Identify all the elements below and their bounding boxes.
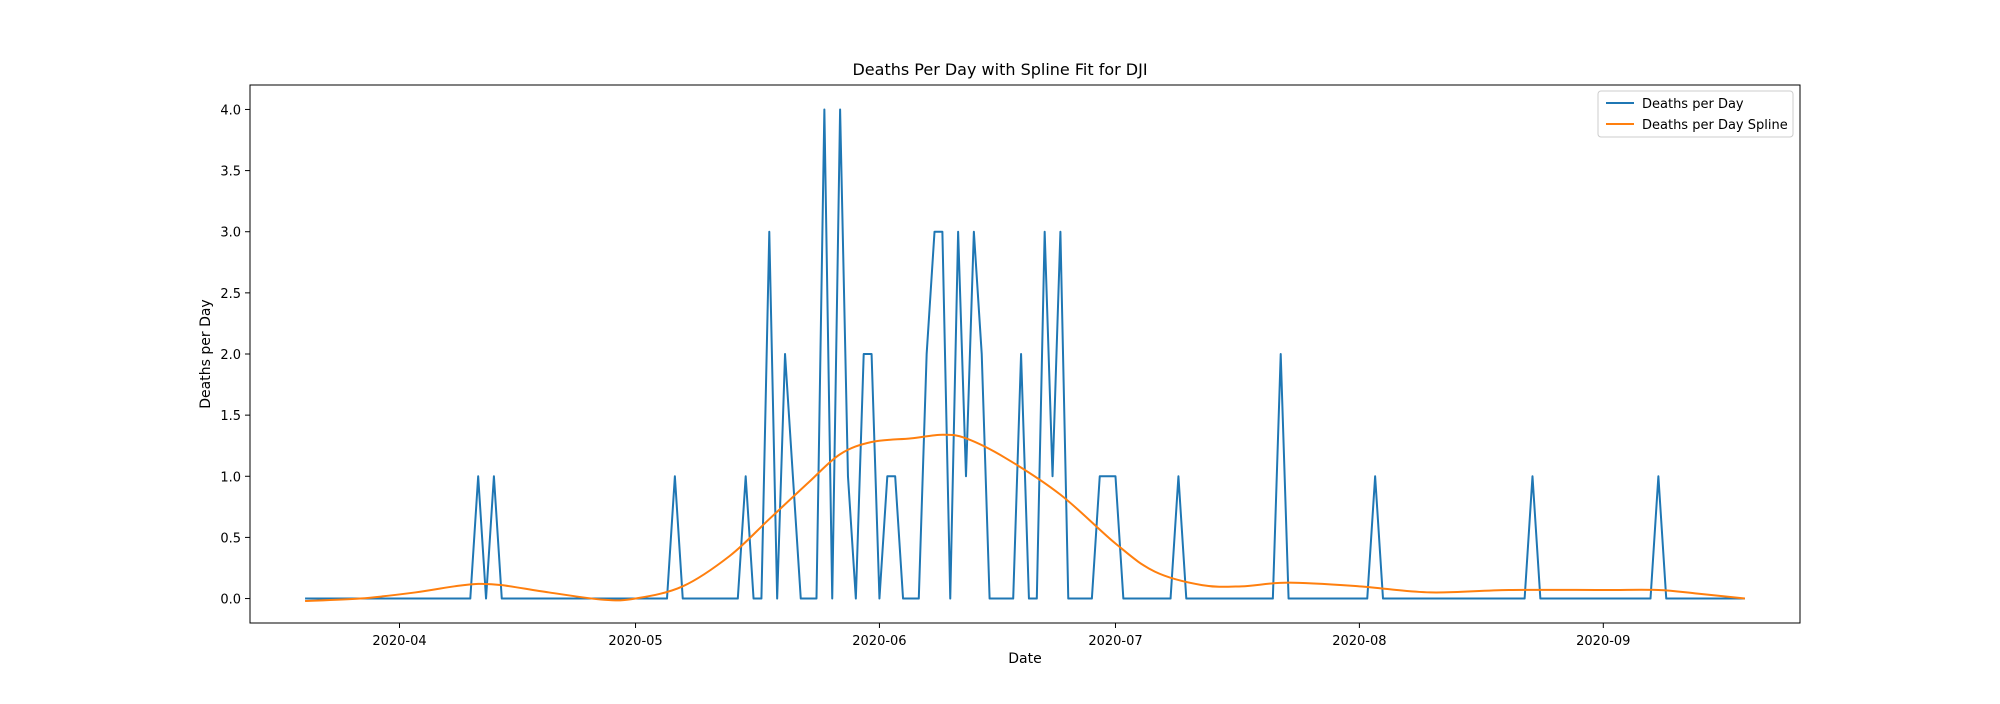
y-tick-label: 3.5 [220,165,241,180]
y-axis: 0.0 0.5 1.0 1.5 2.0 2.5 3.0 3.5 4.0 [220,103,250,608]
y-tick-label: 3.0 [220,226,241,241]
plot-area [249,84,1801,624]
x-tick-label: 2020-09 [1576,634,1630,649]
y-axis-label: Deaths per Day [198,299,214,408]
legend-label-0: Deaths per Day [1642,97,1744,112]
x-tick-label: 2020-07 [1088,634,1142,649]
x-tick-label: 2020-05 [608,634,662,649]
y-tick-label: 0.5 [220,531,241,546]
x-axis: 2020-04 2020-05 2020-06 2020-07 2020-08 2020-… [372,623,1630,649]
series-line-0 [305,108,1745,600]
chart-title: Deaths Per Day with Spline Fit for DJI [852,60,1147,79]
y-tick-label: 2.0 [220,348,241,363]
y-tick-label: 2.5 [220,287,241,302]
y-tick-label: 1.0 [220,470,241,485]
y-tick-label: 1.5 [220,409,241,424]
x-axis-label: Date [1008,651,1041,667]
series-layer [305,108,1746,602]
series-line-1 [305,433,1746,602]
legend: Deaths per Day Deaths per Day Spline [1597,90,1794,138]
x-tick-label: 2020-04 [372,634,426,649]
x-tick-label: 2020-08 [1332,634,1386,649]
y-tick-label: 0.0 [220,593,241,608]
x-tick-label: 2020-06 [852,634,906,649]
y-tick-label: 4.0 [220,103,241,118]
legend-box [1597,90,1794,138]
legend-label-1: Deaths per Day Spline [1642,118,1788,133]
